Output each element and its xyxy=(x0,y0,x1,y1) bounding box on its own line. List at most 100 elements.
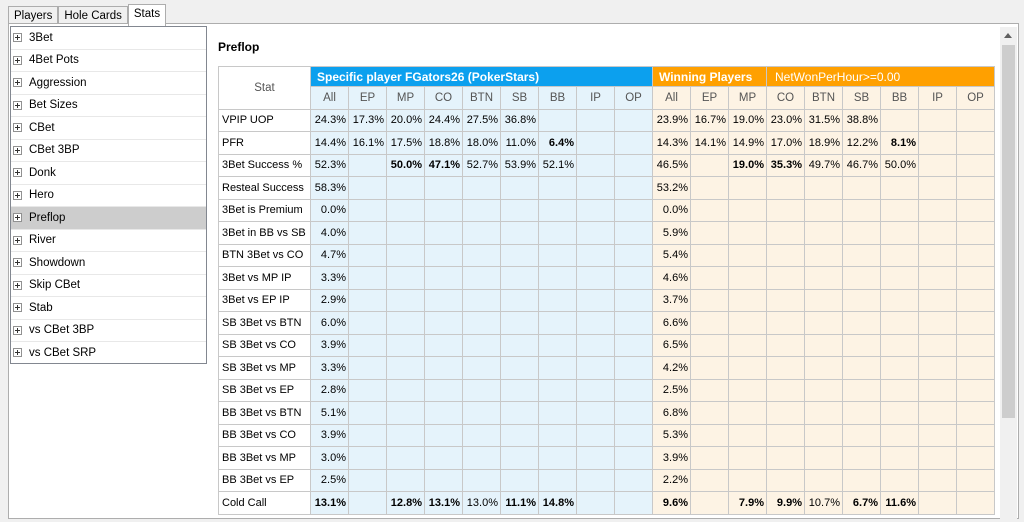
player-col-header-ip[interactable]: IP xyxy=(576,86,615,110)
tree-item-3bet[interactable]: 3Bet xyxy=(11,27,206,50)
player-value-cell: 2.8% xyxy=(310,378,349,402)
winning-value-cell xyxy=(804,176,843,200)
table-row[interactable]: 3Bet in BB vs SB 4.0% 5.9% xyxy=(218,221,995,245)
winning-value-cell xyxy=(804,401,843,425)
table-row[interactable]: 3Bet vs MP IP 3.3% 4.6% xyxy=(218,266,995,290)
player-col-header-op[interactable]: OP xyxy=(614,86,653,110)
tree-item-label: Skip CBet xyxy=(29,279,81,292)
expand-plus-icon[interactable] xyxy=(13,123,22,133)
player-col-header-btn[interactable]: BTN xyxy=(462,86,501,110)
winning-col-header-mp[interactable]: MP xyxy=(728,86,767,110)
winning-value-cell xyxy=(766,221,805,245)
table-row[interactable]: 3Bet Success % 52.3% 50.0% 47.1% 52.7% 53.9% 5… xyxy=(218,153,995,177)
player-col-header-mp[interactable]: MP xyxy=(386,86,425,110)
table-row[interactable]: VPIP UOP 24.3% 17.3% 20.0% 24.4% 27.5% 36.8% 23… xyxy=(218,108,995,132)
scrollbar-thumb[interactable] xyxy=(1002,45,1015,418)
table-row[interactable]: BB 3Bet vs BTN 5.1% 6.8% xyxy=(218,401,995,425)
player-value-cell xyxy=(614,266,653,290)
table-row[interactable]: 3Bet is Premium 0.0% 0.0% xyxy=(218,198,995,222)
tree-item-skip-cbet[interactable]: Skip CBet xyxy=(11,275,206,297)
vertical-scrollbar[interactable] xyxy=(1000,27,1017,519)
expand-plus-icon[interactable] xyxy=(13,213,22,223)
winning-col-header-ip[interactable]: IP xyxy=(918,86,957,110)
tree-item-stab[interactable]: Stab xyxy=(11,297,206,320)
player-col-header-sb[interactable]: SB xyxy=(500,86,539,110)
player-col-header-bb[interactable]: BB xyxy=(538,86,577,110)
tree-item-aggression[interactable]: Aggression xyxy=(11,72,206,95)
player-col-header-co[interactable]: CO xyxy=(424,86,463,110)
table-row[interactable]: BB 3Bet vs EP 2.5% 2.2% xyxy=(218,468,995,492)
winning-value-cell: 11.6% xyxy=(880,491,919,515)
tree-item-4bet-pots[interactable]: 4Bet Pots xyxy=(11,50,206,72)
expand-plus-icon[interactable] xyxy=(13,33,22,43)
expand-plus-icon[interactable] xyxy=(13,280,22,290)
winning-value-cell xyxy=(956,333,995,357)
expand-plus-icon[interactable] xyxy=(13,145,22,155)
table-row[interactable]: SB 3Bet vs EP 2.8% 2.5% xyxy=(218,378,995,402)
expand-plus-icon[interactable] xyxy=(13,325,22,335)
stat-name-cell: Resteal Success xyxy=(218,176,311,200)
tree-item-vs-cbet-3bp[interactable]: vs CBet 3BP xyxy=(11,320,206,342)
winning-value-cell xyxy=(804,333,843,357)
player-value-cell xyxy=(538,108,577,132)
player-col-header-all[interactable]: All xyxy=(310,86,349,110)
table-row[interactable]: PFR 14.4% 16.1% 17.5% 18.8% 18.0% 11.0% 6.4% 14.… xyxy=(218,131,995,155)
player-value-cell xyxy=(538,243,577,267)
table-row[interactable]: Resteal Success 58.3% 53.2% xyxy=(218,176,995,200)
winning-col-header-btn[interactable]: BTN xyxy=(804,86,843,110)
winning-value-cell xyxy=(842,401,881,425)
table-row[interactable]: SB 3Bet vs MP 3.3% 4.2% xyxy=(218,356,995,380)
expand-plus-icon[interactable] xyxy=(13,78,22,88)
tree-item-hero[interactable]: Hero xyxy=(11,185,206,207)
tree-item-preflop[interactable]: Preflop xyxy=(11,207,206,230)
expand-plus-icon[interactable] xyxy=(13,168,22,178)
expand-plus-icon[interactable] xyxy=(13,100,22,110)
tab-players[interactable]: Players xyxy=(8,6,59,25)
table-row[interactable]: Cold Call 13.1% 12.8% 13.1% 13.0% 11.1% 14.8% 9… xyxy=(218,491,995,515)
player-value-cell: 53.9% xyxy=(500,153,539,177)
expand-plus-icon[interactable] xyxy=(13,258,22,268)
tab-stats[interactable]: Stats xyxy=(127,4,167,26)
player-value-cell xyxy=(614,423,653,447)
winning-col-header-sb[interactable]: SB xyxy=(842,86,881,110)
expand-plus-icon[interactable] xyxy=(13,348,22,358)
table-row[interactable]: SB 3Bet vs CO 3.9% 6.5% xyxy=(218,333,995,357)
tree-item-label: Preflop xyxy=(29,211,66,224)
stat-name-cell: 3Bet Success % xyxy=(218,153,311,177)
player-value-cell: 50.0% xyxy=(386,153,425,177)
winning-col-header-co[interactable]: CO xyxy=(766,86,805,110)
scroll-up-arrow-icon[interactable] xyxy=(1004,33,1012,38)
winning-col-header-ep[interactable]: EP xyxy=(690,86,729,110)
tab-hole-cards[interactable]: Hole Cards xyxy=(58,6,128,25)
winning-col-header-op[interactable]: OP xyxy=(956,86,995,110)
expand-plus-icon[interactable] xyxy=(13,190,22,200)
tree-item-cbet-3bp[interactable]: CBet 3BP xyxy=(11,140,206,162)
tree-item-bet-sizes[interactable]: Bet Sizes xyxy=(11,95,206,117)
player-value-cell xyxy=(348,221,387,245)
tree-item-river[interactable]: River xyxy=(11,230,206,252)
winning-col-header-all[interactable]: All xyxy=(652,86,691,110)
tab-strip: Players Hole Cards Stats xyxy=(8,4,167,26)
stat-category-tree[interactable]: 3Bet 4Bet Pots Aggression Bet Sizes CBet CBet… xyxy=(10,26,207,364)
winning-value-cell xyxy=(880,176,919,200)
player-value-cell xyxy=(424,378,463,402)
table-row[interactable]: BTN 3Bet vs CO 4.7% 5.4% xyxy=(218,243,995,267)
player-value-cell: 52.1% xyxy=(538,153,577,177)
tree-item-cbet[interactable]: CBet xyxy=(11,117,206,140)
tree-item-showdown[interactable]: Showdown xyxy=(11,252,206,275)
table-row[interactable]: BB 3Bet vs CO 3.9% 5.3% xyxy=(218,423,995,447)
table-row[interactable]: 3Bet vs EP IP 2.9% 3.7% xyxy=(218,288,995,312)
winning-value-cell xyxy=(690,176,729,200)
player-value-cell xyxy=(538,266,577,290)
winning-col-header-bb[interactable]: BB xyxy=(880,86,919,110)
player-col-header-ep[interactable]: EP xyxy=(348,86,387,110)
expand-plus-icon[interactable] xyxy=(13,55,22,65)
table-row[interactable]: BB 3Bet vs MP 3.0% 3.9% xyxy=(218,446,995,470)
expand-plus-icon[interactable] xyxy=(13,235,22,245)
winning-value-cell: 2.5% xyxy=(652,378,691,402)
tree-item-donk[interactable]: Donk xyxy=(11,162,206,185)
table-row[interactable]: SB 3Bet vs BTN 6.0% 6.6% xyxy=(218,311,995,335)
expand-plus-icon[interactable] xyxy=(13,303,22,313)
winning-value-cell xyxy=(690,401,729,425)
tree-item-vs-cbet-srp[interactable]: vs CBet SRP xyxy=(11,342,206,363)
